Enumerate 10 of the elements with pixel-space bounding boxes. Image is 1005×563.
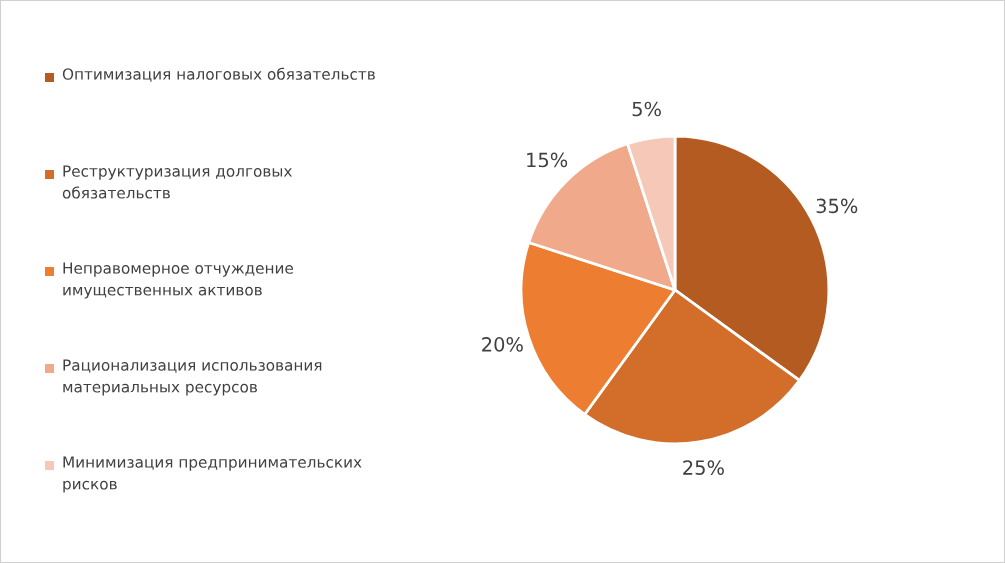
- legend-label: Минимизация предпринимательских рисков: [63, 456, 362, 493]
- data-label: 15%: [527, 152, 568, 168]
- data-label: 35%: [816, 198, 858, 214]
- legend-label: Рационализация использования материальных ресурсов: [63, 359, 322, 396]
- legend-label: Неправомерное отчуждение имущественных активов: [63, 262, 294, 299]
- data-label: 5%: [632, 101, 661, 117]
- data-label: 25%: [683, 460, 724, 475]
- legend-label: Реструктуризация долговых обязательств: [62, 165, 292, 199]
- data-label: 20%: [482, 337, 523, 352]
- legend-label: Оптимизация налоговых обязательств: [62, 67, 375, 82]
